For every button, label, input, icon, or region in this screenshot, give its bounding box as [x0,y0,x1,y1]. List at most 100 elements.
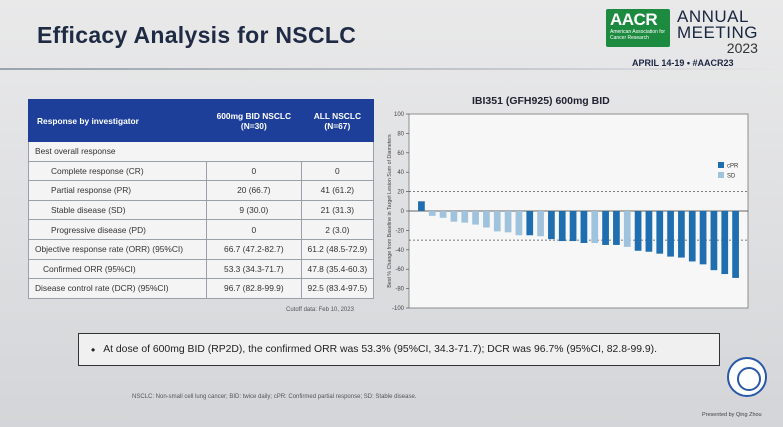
row-label: Stable disease (SD) [28,199,207,221]
bar-cPR [732,211,739,278]
row-label: Complete response (CR) [28,160,207,182]
bar-cPR [634,211,642,251]
cell-all: 92.5 (83.4-97.5) [300,278,375,299]
y-tick-label: -40 [395,248,404,254]
bar-cPR [548,211,555,240]
bar-cPR [688,211,696,262]
table-row: Complete response (CR) 0 0 [28,160,375,182]
cell-all: 0 [300,160,375,182]
bar-SD [483,211,490,228]
bar-SD [450,211,458,222]
bar-cPR [526,211,534,236]
waterfall-chart: 100 80 60 40 20 0 -20 -40 -60 -80 -100 cPR SD Best % … [387,112,749,312]
cell-600mg: 66.7 (47.2-82.7) [206,238,302,260]
y-tick-label: 20 [397,190,404,196]
bar-SD [439,211,447,218]
table-row: Best overall response [28,141,374,162]
cell-600mg: 0 [206,219,302,240]
presenter-credit: Presented by Qing Zhou [702,412,762,418]
bar-SD [472,211,479,225]
row-label: Objective response rate (ORR) (95%CI) [28,238,207,260]
y-tick-label: -100 [392,306,405,312]
institution-seal-icon [727,357,767,397]
cell-all: 41 (61.2) [300,180,375,201]
bullet-icon: • [91,342,96,357]
table-row: Confirmed ORR (95%CI) 53.3 (34.3-71.7) 4… [28,258,375,280]
table-row: Partial response (PR) 20 (66.7) 41 (61.2… [28,180,375,201]
table-row: Progressive disease (PD) 0 2 (3.0) [28,219,375,240]
table-header-600mg: 600mg BID NSCLC (N=30) [206,99,302,142]
annual-meeting-badge: ANNUAL MEETING 2023 [677,7,758,56]
y-tick-label: 80 [397,131,404,137]
cell-600mg: 0 [206,160,302,182]
y-tick-label: 0 [401,209,405,215]
bar-cPR [656,211,664,254]
legend-swatch-SD [718,172,724,178]
y-tick-label: 60 [397,151,404,157]
row-label: Confirmed ORR (95%CI) [28,258,207,280]
y-tick-label: -80 [395,287,404,293]
bar-cPR [678,211,685,258]
row-label: Best overall response [28,141,374,162]
bar-SD [493,211,501,232]
bar-cPR [710,211,718,271]
row-label: Partial response (PR) [28,180,207,201]
bar-cPR [580,211,588,244]
bar-SD [515,211,523,236]
table-row: Objective response rate (ORR) (95%CI) 66… [28,238,375,260]
callout-text: At dose of 600mg BID (RP2D), the confirm… [103,344,658,355]
aacr-logo-subtitle: American Association for Cancer Research [610,29,666,41]
row-label: Disease control rate (DCR) (95%CI) [28,278,207,299]
bar-SD [504,211,512,233]
y-tick-label: 40 [397,170,404,176]
bar-cPR [667,211,674,257]
meeting-line2: MEETING [677,23,758,42]
row-label: Progressive disease (PD) [28,219,207,240]
y-tick-label: -60 [395,267,404,273]
y-tick-label: -20 [395,228,404,234]
y-tick-label: 100 [394,112,405,118]
response-table: Response by investigator 600mg BID NSCLC… [28,99,375,299]
table-header-response: Response by investigator [28,99,207,142]
bar-cPR [602,211,609,245]
meeting-dates: APRIL 14-19 • #AACR23 [632,58,734,68]
key-finding-callout: • At dose of 600mg BID (RP2D), the confi… [78,333,720,366]
chart-title: IBI351 (GFH925) 600mg BID [472,95,610,107]
cell-all: 2 (3.0) [300,219,375,240]
bar-cPR [721,211,729,275]
cell-all: 61.2 (48.5-72.9) [300,238,375,260]
table-row: Disease control rate (DCR) (95%CI) 96.7 … [28,278,375,299]
cell-all: 47.8 (35.4-60.3) [300,258,375,280]
footnote: NSCLC: Non-small cell lung cancer; BID: … [132,394,417,400]
bar-cPR [699,211,707,265]
cell-600mg: 20 (66.7) [206,180,302,201]
table-row: Stable disease (SD) 9 (30.0) 21 (31.3) [28,199,375,221]
cell-600mg: 53.3 (34.3-71.7) [206,258,302,280]
cell-600mg: 9 (30.0) [206,199,302,221]
bar-SD [461,211,469,223]
legend-label-SD: SD [727,174,736,180]
bar-SD [428,211,436,216]
aacr-logo: AACR American Association for Cancer Res… [606,9,670,47]
legend-swatch-cPR [718,162,724,168]
table-header-all: ALL NSCLC (N=67) [300,99,375,142]
bar-cPR [569,211,577,242]
y-axis-label: Best % Change from Baseline in Target Le… [387,134,393,288]
bar-SD [537,211,544,237]
cell-600mg: 96.7 (82.8-99.9) [206,278,302,299]
cutoff-date: Cutoff data: Feb 10, 2023 [286,307,354,313]
bar-SD [591,211,599,244]
bar-cPR [558,211,566,242]
legend-label-cPR: cPR [727,164,739,170]
meeting-year: 2023 [726,40,758,56]
meeting-line1: ANNUAL [677,7,749,26]
bar-cPR [645,211,653,252]
table-header-row: Response by investigator 600mg BID NSCLC… [28,99,375,142]
title-divider [0,68,783,70]
bar-cPR [613,211,620,245]
bar-SD [623,211,631,247]
cell-all: 21 (31.3) [300,199,375,221]
slide-title: Efficacy Analysis for NSCLC [37,22,357,48]
bar-cPR [418,201,425,211]
aacr-logo-brand: AACR [610,10,658,29]
